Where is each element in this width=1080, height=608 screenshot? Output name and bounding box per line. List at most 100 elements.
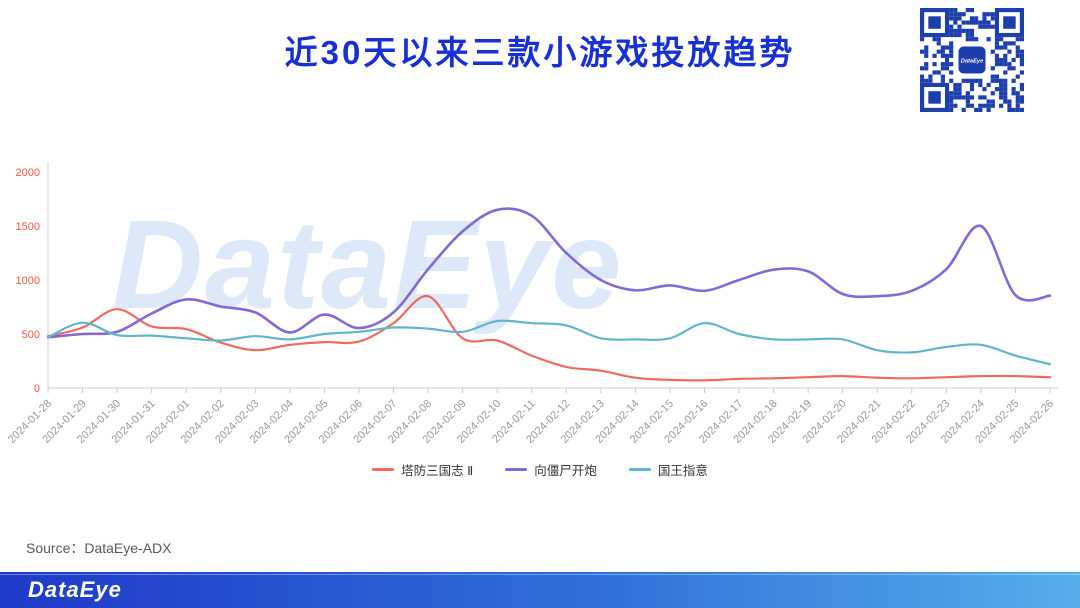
qr-module <box>965 28 970 33</box>
qr-module <box>978 103 983 108</box>
qr-module <box>957 95 962 100</box>
qr-module <box>1003 45 1008 50</box>
qr-module <box>1019 107 1024 112</box>
qr-module <box>1019 70 1024 75</box>
qr-module <box>1015 91 1020 96</box>
qr-module <box>1007 41 1012 46</box>
qr-module <box>986 24 991 29</box>
qr-module <box>1003 99 1008 104</box>
qr-module <box>1003 95 1008 100</box>
qr-module <box>957 12 962 17</box>
qr-module <box>1011 107 1016 112</box>
qr-module <box>978 82 983 88</box>
qr-module <box>990 91 995 96</box>
qr-module <box>953 32 958 38</box>
qr-module <box>990 78 995 83</box>
qr-module <box>932 70 937 75</box>
qr-module <box>969 95 975 100</box>
qr-module <box>953 82 958 88</box>
qr-module <box>924 66 929 71</box>
qr-module <box>944 53 950 58</box>
qr-module <box>953 91 958 96</box>
qr-module <box>999 82 1004 88</box>
qr-module <box>969 37 975 42</box>
qr-module <box>957 16 962 21</box>
qr-module <box>969 82 975 88</box>
qr-module <box>936 70 941 75</box>
qr-module <box>949 70 954 75</box>
qr-module <box>1011 87 1016 92</box>
qr-module <box>1007 49 1012 54</box>
qr-module <box>990 99 995 104</box>
qr-module <box>986 12 991 17</box>
y-axis-label: 1500 <box>16 221 40 233</box>
qr-module <box>1019 57 1024 63</box>
qr-module <box>999 45 1004 50</box>
qr-module <box>990 12 995 17</box>
qr-module <box>965 37 970 42</box>
qr-module <box>999 57 1004 63</box>
y-axis-label: 500 <box>22 329 40 341</box>
qr-module <box>924 78 929 83</box>
qr-module <box>965 32 970 38</box>
qr-module <box>1003 70 1008 75</box>
footer-bar: DataEye <box>0 572 1080 608</box>
series-line-0 <box>46 295 1052 382</box>
qr-module <box>982 20 987 25</box>
qr-module <box>986 99 991 104</box>
y-axis-label: 2000 <box>16 167 40 179</box>
qr-module <box>1007 62 1012 67</box>
qr-module <box>1003 41 1008 46</box>
qr-module <box>978 20 983 25</box>
qr-module <box>978 78 983 83</box>
qr-module <box>978 95 983 100</box>
qr-module <box>1019 95 1024 100</box>
qr-module <box>982 16 987 21</box>
qr-module <box>986 20 991 25</box>
qr-module <box>1019 99 1024 104</box>
qr-module <box>965 99 970 104</box>
qr-module <box>961 95 966 100</box>
qr-module <box>994 41 1000 46</box>
legend-label: 国王指意 <box>657 464 708 478</box>
qr-module <box>936 37 941 42</box>
qr-module <box>1015 49 1020 54</box>
qr-module <box>974 16 979 21</box>
qr-module <box>957 28 962 33</box>
qr-module <box>1011 57 1016 63</box>
qr-module <box>944 62 950 67</box>
qr-module <box>949 62 954 67</box>
qr-module <box>986 37 991 42</box>
qr-module <box>928 78 933 83</box>
qr-module <box>994 62 1000 67</box>
qr-module <box>932 62 937 67</box>
qr-module <box>920 74 925 79</box>
qr-module <box>1015 45 1020 50</box>
qr-module <box>920 37 925 42</box>
series-line-1 <box>46 207 1052 339</box>
qr-module <box>982 87 987 92</box>
qr-module <box>999 37 1004 42</box>
legend-item-series-2: 国王指意 <box>628 460 708 479</box>
qr-module <box>1015 95 1020 100</box>
qr-module <box>949 28 954 33</box>
qr-center-logo-text: DataEye <box>961 59 984 65</box>
qr-module <box>990 49 995 54</box>
qr-module <box>1007 103 1012 108</box>
qr-module <box>924 62 929 67</box>
qr-module <box>928 74 933 79</box>
qr-module <box>953 16 958 21</box>
qr-module <box>969 28 975 33</box>
series-line-2 <box>46 319 1052 366</box>
qr-module <box>1019 49 1024 54</box>
qr-module <box>957 24 962 29</box>
qr-module <box>920 78 925 83</box>
qr-finder-core <box>1003 16 1016 29</box>
qr-module <box>969 16 975 21</box>
qr-module <box>953 103 958 108</box>
qr-module <box>949 95 954 100</box>
qr-module <box>1011 66 1016 71</box>
qr-module <box>949 41 954 46</box>
qr-module <box>961 12 966 17</box>
qr-module <box>949 91 954 96</box>
